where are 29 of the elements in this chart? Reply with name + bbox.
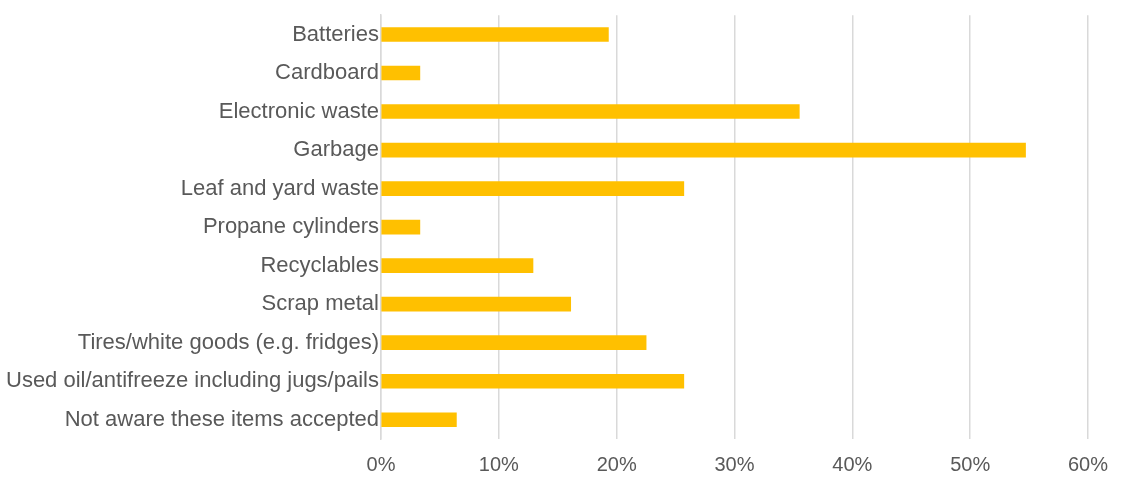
bar — [381, 142, 1026, 158]
x-tick-label: 30% — [714, 452, 755, 475]
bar — [381, 373, 685, 389]
bar — [381, 258, 534, 273]
bar — [381, 181, 685, 196]
y-tick-label: Cardboard — [275, 59, 379, 85]
x-tick-label: 40% — [832, 452, 873, 475]
bar — [381, 412, 457, 428]
y-tick-label: Electronic waste — [218, 97, 379, 123]
x-tick-label: 10% — [478, 452, 520, 475]
bar — [381, 65, 421, 81]
x-tick-label: 60% — [1067, 452, 1109, 475]
y-tick-label: Recyclables — [260, 251, 379, 277]
y-tick-label: Scrap metal — [261, 290, 379, 316]
bar — [381, 335, 647, 351]
bar — [381, 219, 421, 235]
y-tick-label: Tires/white goods (e.g. fridges) — [77, 328, 379, 354]
y-tick-label: Not aware these items accepted — [64, 405, 379, 431]
y-tick-label: Garbage — [293, 136, 379, 162]
x-tick-label: 20% — [596, 452, 637, 475]
y-tick-label: Propane cylinders — [202, 213, 379, 239]
y-tick-label: Batteries — [292, 20, 379, 46]
y-tick-label: Used oil/antifreeze including jugs/pails — [5, 367, 379, 393]
x-tick-label: 50% — [950, 452, 991, 475]
y-tick-label: Leaf and yard waste — [180, 174, 379, 200]
bar — [381, 27, 609, 42]
bar — [381, 104, 800, 119]
bar — [381, 296, 572, 312]
x-tick-label: 0% — [366, 452, 396, 475]
